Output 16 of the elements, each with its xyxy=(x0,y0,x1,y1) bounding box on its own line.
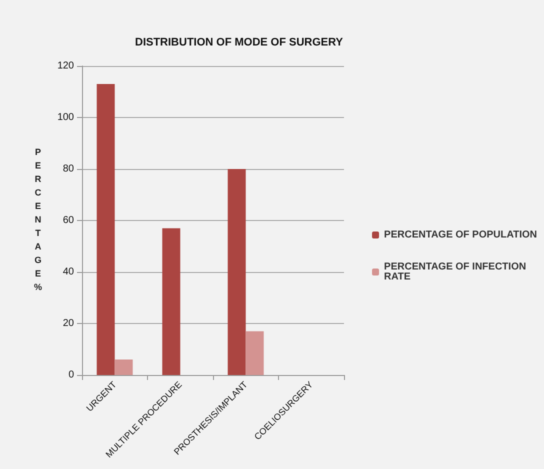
y-tick-label: 100 xyxy=(57,112,74,123)
y-tick-label: 120 xyxy=(57,60,74,72)
y-tick-label: 0 xyxy=(68,370,74,380)
y-tick-label: 60 xyxy=(62,215,74,226)
y-tick-label: 80 xyxy=(62,164,74,174)
bar xyxy=(228,169,246,375)
bar xyxy=(162,228,180,375)
bar xyxy=(96,84,115,375)
y-tick-label: 40 xyxy=(62,266,74,278)
chart-title: DISTRIBUTION OF MODE OF SURGERY xyxy=(135,36,344,48)
legend-label: PERCENTAGE OF POPULATION xyxy=(384,230,537,240)
y-tick-label: 20 xyxy=(62,318,74,329)
bar xyxy=(114,360,133,375)
text: PERCENTAGE% xyxy=(34,146,42,292)
bar xyxy=(246,331,264,375)
legend-label: PERCENTAGE OF INFECTION RATE xyxy=(384,262,529,282)
